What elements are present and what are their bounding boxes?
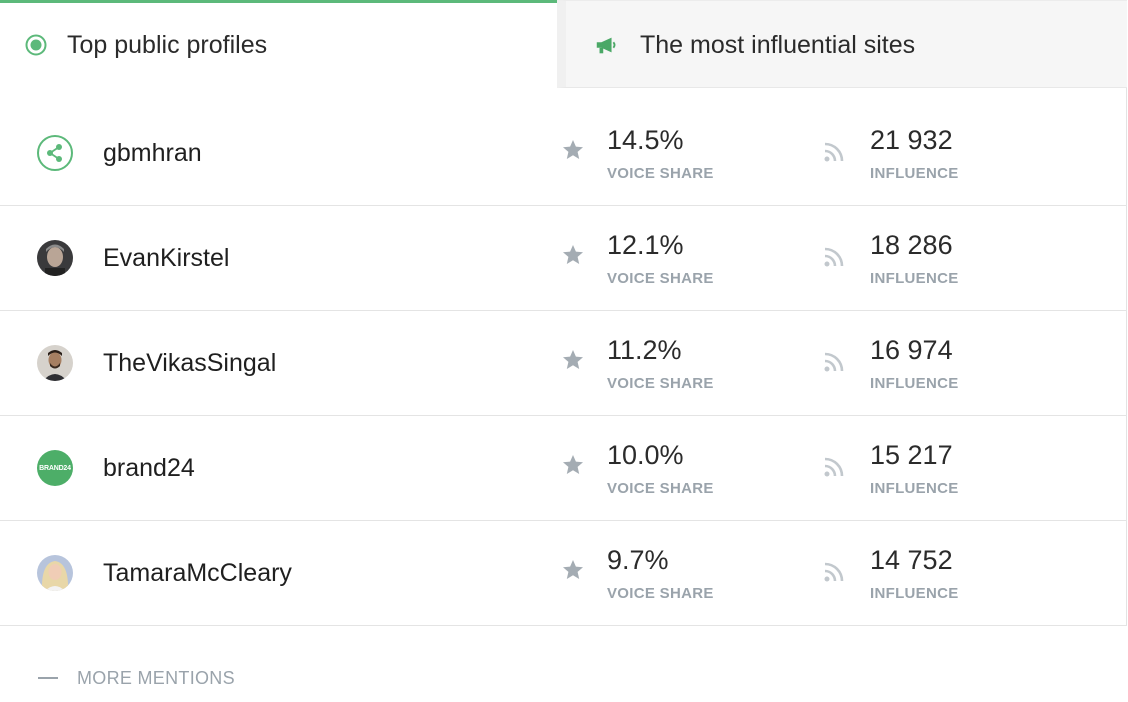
voice-share-value: 14.5% [607, 125, 684, 155]
influence-value: 21 932 [870, 125, 953, 155]
star-icon [560, 347, 586, 373]
rss-icon [821, 139, 847, 165]
profile-name[interactable]: EvanKirstel [103, 244, 230, 272]
rss-icon [821, 349, 847, 375]
tab-label: Top public profiles [67, 31, 268, 59]
influence-label: INFLUENCE [870, 375, 959, 392]
voice-share-value: 11.2% [607, 335, 682, 365]
voice-share-label: VOICE SHARE [607, 270, 714, 287]
more-mentions-button[interactable]: MORE MENTIONS [38, 666, 235, 690]
dash-icon [38, 677, 58, 679]
target-icon [24, 33, 48, 57]
star-icon [560, 452, 586, 478]
list-item[interactable]: TamaraMcCleary 9.7% VOICE SHARE 14 752 I… [0, 521, 1127, 626]
avatar[interactable] [37, 240, 73, 276]
rss-icon [821, 559, 847, 585]
influence-value: 15 217 [870, 440, 953, 470]
brand24-logo-text: BRAND24 [39, 464, 71, 472]
tab-label: The most influential sites [640, 31, 916, 59]
rss-icon [821, 244, 847, 270]
voice-share-value: 9.7% [607, 545, 669, 575]
share-icon [37, 135, 73, 171]
list-item[interactable]: BRAND24 brand24 10.0% VOICE SHARE 15 217… [0, 416, 1127, 521]
voice-share-label: VOICE SHARE [607, 585, 714, 602]
star-icon [560, 557, 586, 583]
profiles-list: gbmhran 14.5% VOICE SHARE 21 932 INFLUEN… [0, 101, 1127, 626]
tab-most-influential-sites[interactable]: The most influential sites [557, 0, 1127, 88]
influence-label: INFLUENCE [870, 480, 959, 497]
avatar[interactable] [37, 345, 73, 381]
megaphone-icon [594, 33, 618, 57]
influence-label: INFLUENCE [870, 270, 959, 287]
list-item[interactable]: TheVikasSingal 11.2% VOICE SHARE 16 974 … [0, 311, 1127, 416]
tab-bar: Top public profiles The most influential… [0, 0, 1127, 88]
profile-name[interactable]: TamaraMcCleary [103, 559, 292, 587]
star-icon [560, 137, 586, 163]
voice-share-value: 10.0% [607, 440, 684, 470]
influence-value: 16 974 [870, 335, 953, 365]
influence-value: 18 286 [870, 230, 953, 260]
influence-value: 14 752 [870, 545, 953, 575]
list-item[interactable]: EvanKirstel 12.1% VOICE SHARE 18 286 INF… [0, 206, 1127, 311]
list-item[interactable]: gbmhran 14.5% VOICE SHARE 21 932 INFLUEN… [0, 101, 1127, 206]
avatar[interactable] [37, 555, 73, 591]
more-mentions-label: MORE MENTIONS [77, 667, 235, 688]
voice-share-label: VOICE SHARE [607, 375, 714, 392]
star-icon [560, 242, 586, 268]
brand24-logo[interactable]: BRAND24 [37, 450, 73, 486]
profile-name[interactable]: brand24 [103, 454, 195, 482]
voice-share-label: VOICE SHARE [607, 165, 714, 182]
rss-icon [821, 454, 847, 480]
voice-share-value: 12.1% [607, 230, 684, 260]
right-border [1126, 0, 1127, 626]
profile-name[interactable]: gbmhran [103, 139, 202, 167]
profile-name[interactable]: TheVikasSingal [103, 349, 277, 377]
tab-top-public-profiles[interactable]: Top public profiles [0, 0, 557, 88]
influence-label: INFLUENCE [870, 165, 959, 182]
influence-label: INFLUENCE [870, 585, 959, 602]
voice-share-label: VOICE SHARE [607, 480, 714, 497]
